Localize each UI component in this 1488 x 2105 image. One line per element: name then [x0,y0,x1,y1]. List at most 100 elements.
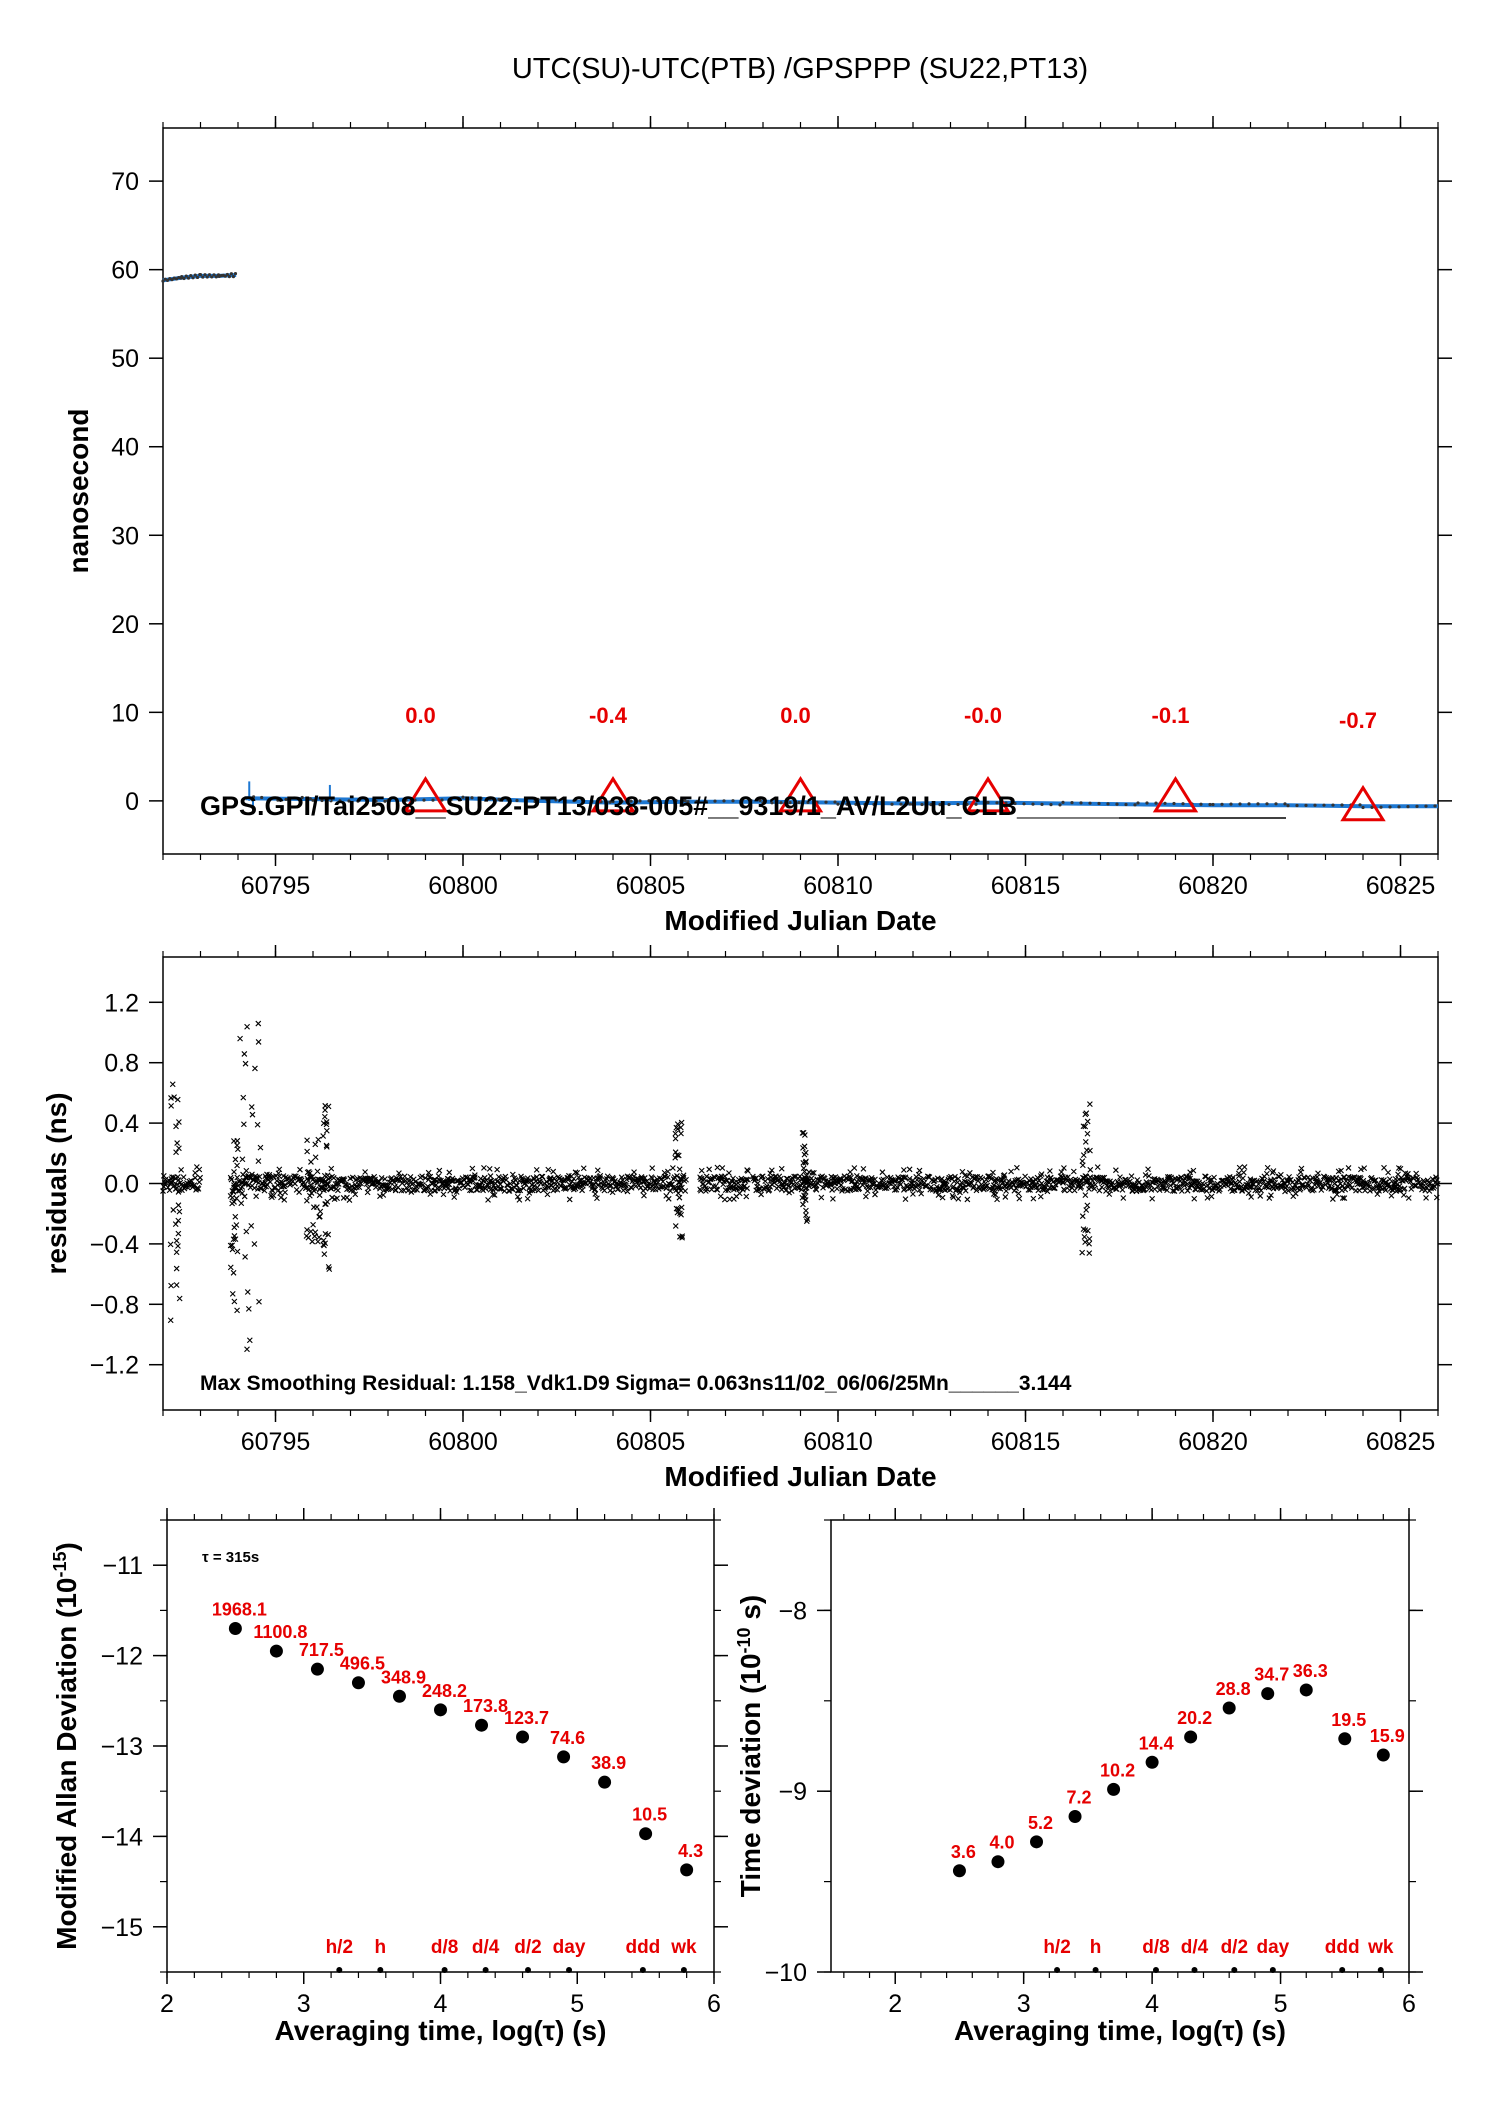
offset-data-point [210,275,214,279]
residual-point [594,1182,601,1189]
offset-data-point [233,271,238,276]
residual-point [1084,1202,1091,1209]
residual-point [678,1130,684,1137]
residual-point [453,1189,460,1195]
residual-point [176,1145,182,1152]
reference-time-label: wk [1367,1937,1394,1958]
residual-point [165,1184,171,1191]
residual-point [1256,1184,1263,1191]
offset-data-point [479,796,483,800]
offset-data-point [608,800,612,804]
offset-data-point [1283,802,1287,806]
residual-point [261,1187,268,1194]
modified-allan-deviation-plot: 2 3 4 5 6 −15 −14 −13 −12 −11 Averaging time, log(… [50,1508,728,2046]
residual-point [1107,1187,1113,1194]
offset-data-point [731,799,735,803]
reference-time-label: ddd [1325,1937,1360,1958]
residual-point [245,1306,252,1312]
residual-point [244,1289,251,1295]
residual-point [1341,1195,1348,1202]
deviation-point [1030,1835,1044,1849]
residual-point [1329,1196,1336,1202]
residual-point [281,1197,288,1203]
y-axis-label: Modified Allan Deviation (10-15) [50,1542,82,1950]
y-tick-label: 60 [111,257,139,285]
residual-point [649,1165,656,1171]
offset-data-point [1058,803,1062,807]
y-tick-label: −10 [765,1959,807,1987]
residual-point [306,1192,313,1199]
residual-point [1086,1101,1093,1108]
residual-point [665,1174,671,1180]
offset-data-point [1145,801,1149,805]
residual-point [799,1130,806,1136]
residual-point [310,1221,316,1228]
x-tick-label: 3 [1017,1990,1031,2018]
offset-data-point [1388,805,1392,809]
residual-point [195,1185,202,1192]
residual-point [516,1197,523,1203]
residual-point [790,1181,797,1188]
offset-data-point [1304,803,1308,808]
x-tick-label: 60825 [1366,1428,1436,1456]
residual-point [172,1186,179,1192]
residual-point [278,1179,284,1185]
residual-point [683,1176,689,1183]
residual-point [1376,1188,1382,1194]
deviation-value-label: 717.5 [299,1640,344,1660]
residual-point [321,1242,327,1249]
reference-tick-dot [336,1967,343,1973]
residual-point [320,1133,327,1139]
reference-tick-dot [482,1967,489,1973]
residual-point [321,1113,328,1120]
offset-data-point [704,799,708,803]
residual-point [1084,1130,1091,1137]
residual-point [255,1039,262,1045]
deviation-point [952,1864,966,1878]
residual-point [234,1174,241,1181]
offset-data-point [779,801,783,805]
residual-point [997,1185,1004,1192]
residual-point [1431,1183,1438,1190]
page-title: UTC(SU)-UTC(PTB) /GPSPPP (SU22,PT13) [512,53,1088,85]
residual-point [1283,1183,1290,1190]
residual-point [233,1195,240,1202]
residual-point [323,1119,330,1125]
offset-data-point [722,799,726,803]
residual-point [401,1173,408,1180]
deviation-value-label: 36.3 [1293,1661,1328,1681]
deviation-point [475,1718,489,1732]
residual-point [1061,1165,1067,1171]
offset-data-point [713,799,717,803]
residual-point [759,1173,766,1180]
x-tick-label: 60800 [428,1428,498,1456]
offset-data-point [497,797,501,801]
residual-point [721,1173,728,1180]
residual-point [196,1179,203,1185]
residual-point [880,1176,887,1183]
offset-data-point [974,802,978,806]
triangle-marker [590,776,636,813]
y-axis-label: residuals (ns) [41,1092,72,1274]
residual-point [1296,1174,1302,1180]
residual-point [1198,1186,1205,1193]
offset-data-point [647,799,651,803]
y-tick-label: 20 [111,611,139,639]
residual-point [403,1184,410,1191]
reference-time-label: d/2 [1221,1937,1248,1958]
residual-point [315,1136,322,1143]
residual-point [801,1143,808,1150]
offset-data-point [300,795,304,800]
residual-point [1291,1186,1297,1193]
residual-point [1112,1167,1119,1174]
residual-point [1030,1195,1037,1202]
residual-point [955,1195,962,1202]
residual-point [1033,1184,1040,1191]
residual-point [305,1234,312,1241]
residual-point [231,1233,238,1239]
residual-point [1080,1152,1087,1159]
offset-data-point [995,801,999,805]
residual-point [906,1166,913,1173]
residual-point [282,1189,288,1196]
residual-point [764,1182,770,1189]
